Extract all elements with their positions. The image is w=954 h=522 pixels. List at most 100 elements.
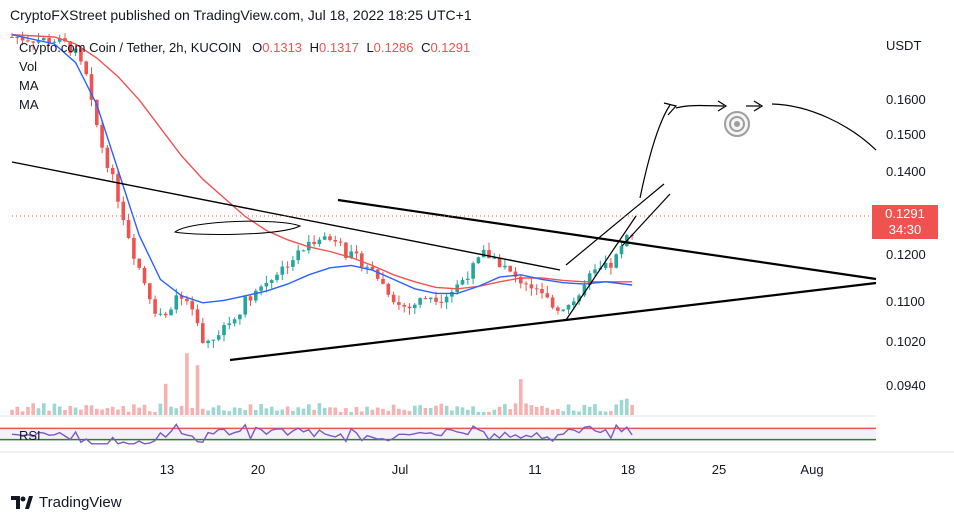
candle-body: [100, 125, 104, 148]
bar-countdown: 34:30: [888, 222, 922, 237]
candle-body: [540, 289, 544, 294]
volume-bar: [10, 409, 14, 415]
volume-bar: [338, 411, 343, 415]
candle-body: [148, 283, 152, 300]
volume-bar: [174, 408, 179, 415]
volume-bar: [42, 403, 46, 415]
volume-bar: [15, 406, 20, 415]
indicator-vol[interactable]: Vol: [19, 59, 38, 74]
y-tick: 0.1400: [886, 164, 926, 179]
last-price-tag: 0.1291 34:30: [872, 205, 938, 239]
candle-body: [349, 251, 353, 258]
volume-bar: [280, 409, 285, 415]
candle-body: [497, 257, 502, 268]
ma-fast-line: [11, 34, 633, 304]
candle-body: [121, 201, 126, 221]
volume-bar: [360, 411, 364, 415]
candle-body: [195, 309, 200, 324]
volume-bar: [110, 406, 115, 415]
volume-bar: [179, 405, 184, 415]
low-value: 0.1286: [373, 40, 414, 55]
volume-bar: [413, 405, 417, 415]
candle-body: [15, 37, 20, 39]
candle-body: [116, 174, 120, 202]
candle-body: [243, 296, 247, 315]
tradingview-brand[interactable]: TradingView: [11, 494, 122, 511]
candle-body: [609, 262, 613, 268]
candle-body: [322, 236, 327, 240]
candle-body: [264, 282, 269, 287]
volume-bar: [211, 407, 216, 415]
volume-bars: [10, 353, 634, 415]
tradingview-logo-icon: [11, 496, 33, 509]
close-value: 0.1291: [430, 40, 471, 55]
symbol-name: Crypto.com Coin / Tether, 2h, KUCOIN: [19, 40, 242, 55]
open-value: 0.1313: [262, 40, 303, 55]
volume-bar: [455, 406, 459, 415]
indicator-ma-2[interactable]: MA: [19, 97, 39, 112]
candle-body: [566, 304, 571, 310]
candle-body: [407, 306, 412, 309]
y-tick: 0.1100: [886, 294, 925, 309]
volume-bar: [116, 409, 120, 415]
candle-body: [137, 258, 141, 268]
volume-bar: [307, 404, 311, 415]
volume-bar: [540, 405, 544, 415]
candle-body: [503, 265, 507, 268]
volume-bar: [163, 383, 168, 415]
candle-body: [556, 307, 560, 311]
candle-body: [328, 236, 332, 240]
volume-bar: [545, 407, 550, 415]
volume-bar: [195, 365, 200, 415]
volume-bar: [497, 406, 502, 415]
volume-bar: [148, 411, 152, 415]
candle-body: [269, 280, 274, 283]
candle-body: [370, 266, 375, 270]
target-icon: [724, 111, 750, 137]
brand-name: TradingView: [39, 494, 122, 511]
candle-body: [211, 339, 216, 341]
candle-body: [413, 304, 417, 309]
volume-bar: [434, 405, 438, 415]
candle-body: [206, 340, 210, 344]
volume-bar: [142, 404, 147, 415]
candle-body: [386, 283, 391, 295]
x-tick: 11: [528, 462, 542, 477]
candle-body: [619, 246, 624, 255]
volume-bar: [508, 409, 512, 415]
volume-bar: [619, 399, 624, 415]
triangle-upper-line: [337, 198, 877, 281]
open-label: O: [252, 40, 263, 55]
volume-bar: [296, 407, 300, 415]
volume-bar: [397, 408, 401, 415]
candle-body: [95, 99, 99, 126]
candle-body: [73, 48, 78, 53]
candle-body: [158, 313, 163, 315]
volume-bar: [344, 408, 348, 415]
candle-body: [572, 301, 576, 305]
candle-body: [26, 40, 30, 42]
candle-body: [476, 257, 481, 264]
projection-rise: [639, 104, 671, 199]
volume-bar: [68, 405, 73, 415]
volume-bar: [386, 410, 391, 415]
volume-bar: [63, 409, 67, 415]
volume-bar: [238, 407, 242, 415]
y-tick: 0.1500: [886, 127, 926, 142]
volume-bar: [301, 408, 306, 415]
volume-bar: [381, 408, 385, 415]
volume-bar: [354, 406, 359, 415]
candle-body: [227, 323, 232, 326]
long-downtrend-line: [11, 161, 561, 271]
channel-upper-line: [565, 183, 665, 266]
volume-bar: [206, 410, 210, 415]
volume-bar: [317, 403, 322, 415]
indicator-ma-1[interactable]: MA: [19, 78, 39, 93]
low-label: L: [366, 40, 374, 55]
volume-bar: [79, 409, 83, 415]
candle-body: [142, 267, 147, 284]
indicator-rsi[interactable]: RSI: [19, 428, 41, 443]
highlight-ellipse: [173, 220, 302, 235]
volume-bar: [450, 410, 454, 415]
